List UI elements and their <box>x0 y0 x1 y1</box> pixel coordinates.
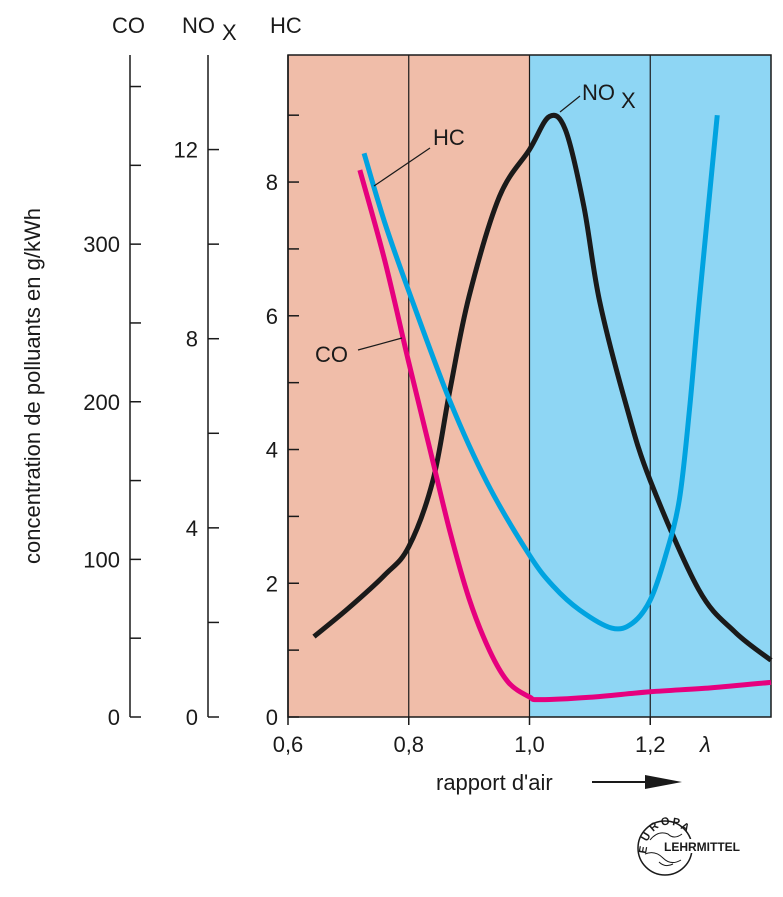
y-tick-label: 200 <box>83 390 120 415</box>
axis-title-sub: X <box>222 20 237 45</box>
x-tick-label: 0,6 <box>273 732 304 757</box>
y-tick-label: 4 <box>186 516 198 541</box>
axis-co-title: CO <box>112 13 145 38</box>
x-symbol: λ <box>699 732 711 757</box>
svg-text:U: U <box>639 831 653 844</box>
series-co-leader <box>357 337 403 351</box>
y-tick-label: 300 <box>83 232 120 257</box>
labels: concentration de polluants en g/kWh rapp… <box>20 208 711 795</box>
svg-text:P: P <box>671 816 680 829</box>
svg-text:A: A <box>679 820 692 834</box>
y-tick-label: 8 <box>186 327 198 352</box>
y-tick-label: 0 <box>186 705 198 730</box>
series-co-line <box>357 169 772 703</box>
curves: CO HC NO X <box>312 80 773 703</box>
x-axis-label: rapport d'air <box>436 770 553 795</box>
series-nox-line <box>312 112 773 663</box>
series-hc-leader <box>373 147 431 187</box>
y-tick-label: 6 <box>266 304 278 329</box>
europa-lehrmittel-logo: E U R O P A LEHRMITTEL <box>637 815 740 876</box>
y-tick-label: 0 <box>108 705 120 730</box>
y-tick-label: 12 <box>174 138 198 163</box>
logo-text: LEHRMITTEL <box>664 840 740 854</box>
axis-hc-title: HC <box>270 13 302 38</box>
series-nox-label: NO <box>582 80 615 105</box>
y-tick-label: 4 <box>266 438 278 463</box>
axis-no-title: NO <box>182 13 215 38</box>
x-arrow-head <box>645 775 682 789</box>
series-nox-leader <box>559 95 581 113</box>
y-tick-label: 2 <box>266 571 278 596</box>
y-tick-label: 0 <box>266 705 278 730</box>
y-tick-label: 100 <box>83 547 120 572</box>
x-tick-label: 1,0 <box>514 732 545 757</box>
svg-text:E: E <box>637 845 650 854</box>
svg-text:O: O <box>660 815 672 829</box>
series-co-label: CO <box>315 342 348 367</box>
x-tick-label: 0,8 <box>393 732 424 757</box>
y-axis-label: concentration de polluants en g/kWh <box>20 208 45 564</box>
x-tick-label: 1,2 <box>635 732 666 757</box>
series-nox-label-sub: X <box>621 88 636 113</box>
y-tick-label: 8 <box>266 170 278 195</box>
series-hc-label: HC <box>433 125 465 150</box>
series-hc-line <box>361 114 720 632</box>
